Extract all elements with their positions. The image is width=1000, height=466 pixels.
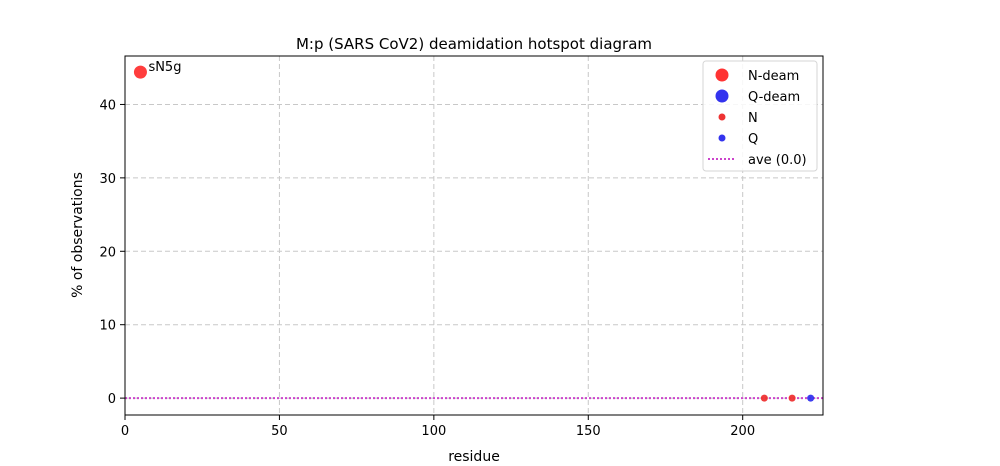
x-tick-label: 200 (730, 424, 755, 439)
y-tick-label: 10 (99, 319, 116, 334)
x-tick-label: 100 (421, 424, 446, 439)
y-tick-label: 30 (99, 172, 116, 187)
legend-marker-swatch (715, 68, 729, 82)
legend-marker-swatch (718, 134, 726, 142)
legend-marker-swatch (718, 113, 726, 121)
legend-box (702, 60, 818, 172)
y-axis-label: % of observations (70, 172, 86, 298)
y-tick-label: 0 (108, 392, 116, 407)
x-axis-ticks: 0 50 100 150 200 (121, 415, 755, 439)
legend-label: ave (0.0) (748, 153, 807, 168)
legend-marker-swatch (715, 89, 729, 103)
x-tick-label: 50 (271, 424, 288, 439)
plot-frame (124, 55, 824, 416)
y-tick-label: 20 (99, 245, 116, 260)
chart-title: M:p (SARS CoV2) deamidation hotspot diag… (296, 35, 652, 53)
legend-label: N (748, 111, 758, 126)
data-point-n (760, 394, 768, 402)
y-axis-ticks: 0 10 20 30 40 (99, 98, 125, 407)
x-tick-label: 150 (576, 424, 601, 439)
data-point-q (807, 394, 815, 402)
legend-label: Q-deam (748, 90, 800, 105)
x-tick-label: 0 (121, 424, 129, 439)
y-tick-label: 40 (99, 98, 116, 113)
legend-label: Q (748, 132, 758, 147)
data-point-n-deam (133, 65, 147, 79)
data-point-n (788, 394, 796, 402)
legend-label: N-deam (748, 69, 799, 84)
point-annotation: sN5g (148, 60, 181, 75)
x-axis-label: residue (448, 449, 500, 465)
data-points: sN5g (133, 60, 815, 402)
